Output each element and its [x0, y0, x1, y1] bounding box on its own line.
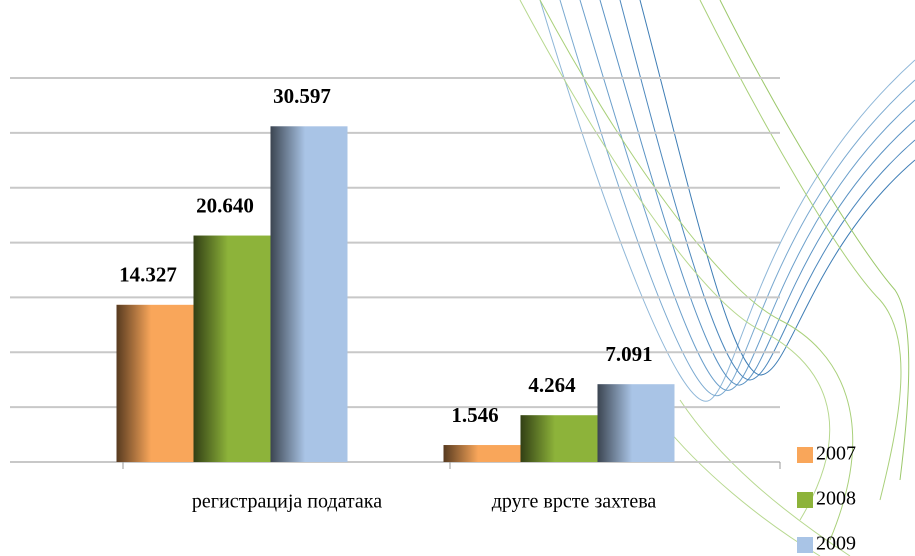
- value-label: 7.091: [605, 342, 652, 366]
- legend-label: 2007: [816, 443, 856, 465]
- x-tick-label: друге врсте захтева: [492, 491, 657, 513]
- background-mesh: [519, 0, 915, 556]
- bar-shade: [270, 126, 348, 463]
- legend-swatch: [797, 492, 813, 508]
- value-label: 1.546: [451, 403, 498, 427]
- x-tick-label: регистрација података: [192, 491, 382, 513]
- bar-shade: [597, 384, 675, 462]
- legend-label: 2009: [816, 533, 856, 555]
- value-label: 30.597: [273, 84, 331, 108]
- bar-shade: [116, 304, 194, 462]
- bar-shade: [520, 415, 598, 462]
- value-label: 20.640: [196, 193, 254, 217]
- value-label: 4.264: [528, 373, 576, 397]
- bar-shade: [193, 235, 271, 462]
- bar-shade: [443, 445, 521, 462]
- legend-swatch: [797, 447, 813, 463]
- legend-label: 2008: [816, 488, 856, 510]
- legend-swatch: [797, 537, 813, 553]
- value-label: 14.327: [119, 263, 177, 287]
